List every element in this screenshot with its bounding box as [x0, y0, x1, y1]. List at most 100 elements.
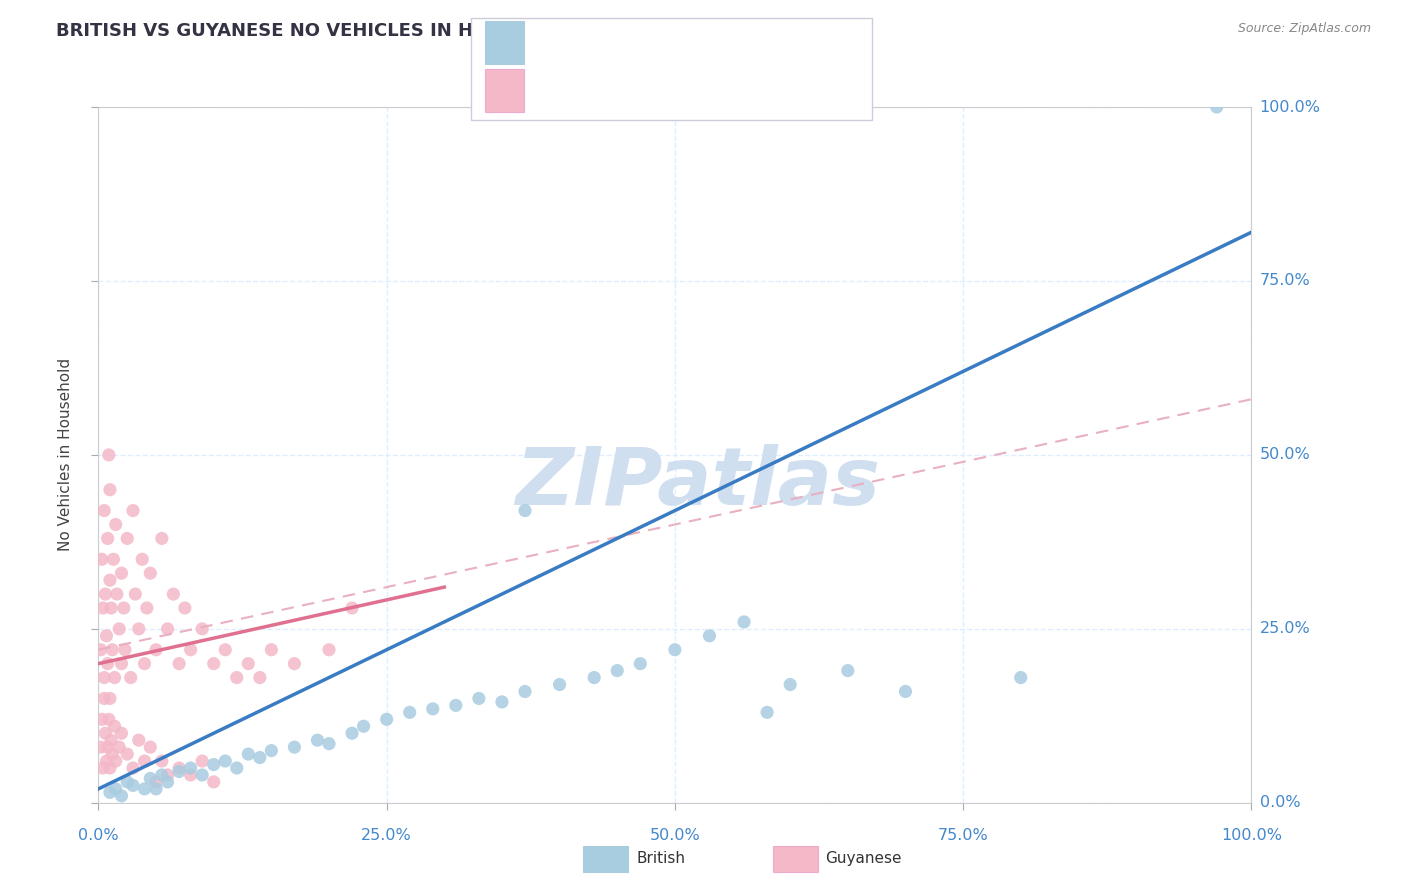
Point: [135, 601, 157, 615]
Text: 50.0%: 50.0%: [1260, 448, 1310, 462]
Point: [117, 532, 139, 546]
Point: [90, 712, 112, 726]
Point: [375, 712, 398, 726]
Point: [134, 657, 156, 671]
Point: [104, 754, 127, 768]
Point: [100, 601, 122, 615]
Point: [145, 775, 167, 789]
Point: [150, 768, 173, 782]
Point: [110, 657, 132, 671]
Text: 75.0%: 75.0%: [938, 828, 988, 843]
Point: [103, 719, 125, 733]
Point: [131, 552, 153, 566]
Point: [98, 483, 121, 497]
Point: [101, 642, 124, 657]
Point: [191, 622, 214, 636]
Point: [93, 671, 115, 685]
Point: [156, 768, 179, 782]
Point: [513, 684, 536, 698]
Text: BRITISH VS GUYANESE NO VEHICLES IN HOUSEHOLD CORRELATION CHART: BRITISH VS GUYANESE NO VEHICLES IN HOUSE…: [56, 22, 806, 40]
Point: [139, 566, 162, 581]
Point: [318, 737, 340, 751]
Point: [238, 657, 260, 671]
Text: R = 0.837   N = 45: R = 0.837 N = 45: [537, 34, 695, 52]
Point: [134, 781, 156, 796]
Point: [756, 706, 779, 720]
Text: Source: ZipAtlas.com: Source: ZipAtlas.com: [1237, 22, 1371, 36]
Point: [104, 517, 127, 532]
Point: [110, 726, 132, 740]
Point: [139, 772, 162, 786]
Point: [93, 691, 115, 706]
Point: [122, 503, 145, 517]
Text: 0.0%: 0.0%: [1260, 796, 1301, 810]
Point: [90, 642, 112, 657]
Point: [180, 768, 202, 782]
Point: [606, 664, 628, 678]
Point: [779, 677, 801, 691]
Text: British: British: [637, 852, 686, 866]
Point: [93, 503, 115, 517]
Point: [104, 781, 127, 796]
Point: [214, 642, 236, 657]
Point: [444, 698, 467, 713]
Point: [91, 601, 114, 615]
Point: [94, 726, 117, 740]
Point: [105, 587, 128, 601]
Point: [98, 761, 121, 775]
Point: [202, 657, 225, 671]
Point: [699, 629, 721, 643]
Point: [202, 775, 225, 789]
Point: [117, 747, 139, 761]
Point: [100, 733, 122, 747]
Point: [238, 747, 260, 761]
Point: [398, 706, 420, 720]
Point: [97, 712, 120, 726]
Text: 100.0%: 100.0%: [1220, 828, 1282, 843]
Point: [94, 587, 117, 601]
Point: [110, 789, 132, 803]
Point: [156, 775, 179, 789]
Point: [214, 754, 236, 768]
Point: [1205, 100, 1227, 114]
Point: [837, 664, 859, 678]
Point: [90, 552, 112, 566]
Point: [122, 761, 145, 775]
Text: R = 0.184   N = 77: R = 0.184 N = 77: [537, 83, 695, 101]
Point: [174, 601, 197, 615]
Point: [307, 733, 329, 747]
Point: [97, 448, 120, 462]
Point: [180, 642, 202, 657]
Point: [117, 775, 139, 789]
Point: [128, 622, 150, 636]
Point: [513, 503, 536, 517]
Point: [114, 642, 136, 657]
Point: [98, 785, 121, 799]
Point: [180, 761, 202, 775]
Point: [249, 750, 271, 764]
Point: [583, 671, 606, 685]
Point: [167, 764, 190, 779]
Point: [225, 671, 247, 685]
Point: [340, 601, 363, 615]
Point: [422, 702, 444, 716]
Point: [97, 532, 120, 546]
Point: [145, 781, 167, 796]
Point: [353, 719, 375, 733]
Point: [96, 754, 118, 768]
Point: [167, 657, 190, 671]
Point: [733, 615, 755, 629]
Text: 25.0%: 25.0%: [361, 828, 412, 843]
Point: [112, 601, 135, 615]
Point: [156, 622, 179, 636]
Point: [1010, 671, 1032, 685]
Point: [97, 740, 120, 755]
Point: [225, 761, 247, 775]
Point: [103, 671, 125, 685]
Point: [283, 740, 305, 755]
Point: [139, 740, 162, 755]
Point: [108, 622, 131, 636]
Text: ZIPatlas: ZIPatlas: [516, 443, 880, 522]
Point: [128, 733, 150, 747]
Point: [134, 754, 156, 768]
